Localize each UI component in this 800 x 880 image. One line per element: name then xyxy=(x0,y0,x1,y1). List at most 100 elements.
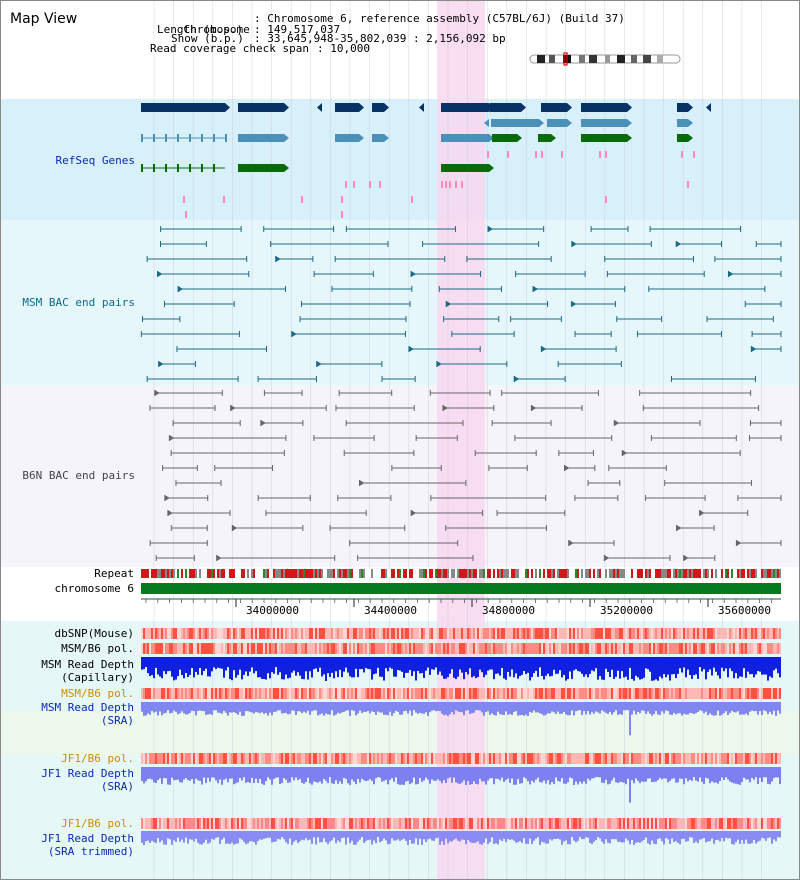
depth-bar xyxy=(633,831,635,845)
depth-bar xyxy=(597,767,599,778)
depth-bar xyxy=(249,767,251,783)
depth-bar xyxy=(631,831,633,841)
polymorphism-cell xyxy=(215,753,217,764)
depth-bar xyxy=(765,767,767,778)
depth-bar xyxy=(141,831,143,843)
polymorphism-cell xyxy=(587,753,589,764)
polymorphism-cell xyxy=(305,753,307,764)
gene-exon xyxy=(177,134,179,142)
polymorphism-cell xyxy=(715,688,717,699)
polymorphism-cell xyxy=(741,818,743,829)
repeat-block xyxy=(585,569,587,578)
depth-bar xyxy=(173,767,175,781)
polymorphism-cell xyxy=(279,688,281,699)
polymorphism-cell xyxy=(251,818,253,829)
depth-bar xyxy=(265,831,267,839)
repeat-block xyxy=(735,569,737,578)
polymorphism-cell xyxy=(295,688,297,699)
repeat-block xyxy=(671,569,673,578)
gene-exon xyxy=(153,134,155,142)
track-label-jf1-b6-pol-1[interactable]: JF1/B6 pol. xyxy=(61,752,134,765)
depth-bar xyxy=(497,657,499,674)
depth-bar xyxy=(657,767,659,780)
polymorphism-cell xyxy=(431,818,433,829)
depth-bar xyxy=(171,831,173,845)
depth-bar xyxy=(231,657,233,681)
polymorphism-cell xyxy=(609,688,611,699)
depth-bar xyxy=(735,831,737,843)
depth-bar xyxy=(353,702,355,711)
track-label-jf1-depth-sra[interactable]: JF1 Read Depth (SRA) xyxy=(41,767,134,793)
depth-bar xyxy=(701,831,703,840)
depth-bar xyxy=(619,657,621,679)
polymorphism-cell xyxy=(473,643,475,654)
depth-bar xyxy=(723,831,725,842)
repeat-block xyxy=(549,569,551,578)
polymorphism-cell xyxy=(593,818,595,829)
depth-bar xyxy=(395,767,397,778)
track-label-msm-b6-pol-1[interactable]: MSM/B6 pol. xyxy=(61,642,134,655)
depth-bar xyxy=(425,767,427,778)
depth-bar xyxy=(667,831,669,840)
polymorphism-cell xyxy=(743,753,745,764)
polymorphism-cell xyxy=(229,818,231,829)
track-label-msm-depth-sra[interactable]: MSM Read Depth (SRA) xyxy=(41,701,134,727)
depth-bar xyxy=(725,767,727,778)
polymorphism-cell xyxy=(321,753,323,764)
depth-bar xyxy=(715,702,717,716)
polymorphism-cell xyxy=(241,818,243,829)
repeat-block xyxy=(571,569,573,578)
depth-bar xyxy=(601,702,603,711)
track-label-refseq[interactable]: RefSeq Genes xyxy=(55,154,135,167)
track-label-repeat[interactable]: Repeat xyxy=(94,567,134,580)
repeat-block xyxy=(493,569,495,578)
depth-bar xyxy=(443,702,445,716)
track-label-msm-bac[interactable]: MSM BAC end pairs xyxy=(22,296,135,309)
track-label-jf1-b6-pol-2[interactable]: JF1/B6 pol. xyxy=(61,817,134,830)
repeat-block xyxy=(683,569,685,578)
polymorphism-cell xyxy=(249,688,251,699)
polymorphism-cell xyxy=(461,688,463,699)
strand-arrow xyxy=(688,134,693,142)
depth-bar xyxy=(521,767,523,784)
track-label-msm-depth-capillary[interactable]: MSM Read Depth (Capillary) xyxy=(41,658,134,684)
depth-bar xyxy=(655,831,657,845)
polymorphism-cell xyxy=(161,753,163,764)
track-label-jf1-depth-trimmed[interactable]: JF1 Read Depth (SRA trimmed) xyxy=(41,832,134,858)
polymorphism-cell xyxy=(741,643,743,654)
depth-bar xyxy=(539,657,541,668)
track-label-dbsnp[interactable]: dbSNP(Mouse) xyxy=(54,627,134,640)
polymorphism-cell xyxy=(313,643,315,654)
gene-exon-block xyxy=(372,103,384,112)
depth-bar xyxy=(273,657,275,674)
depth-bar xyxy=(753,702,755,712)
polymorphism-cell xyxy=(621,628,623,639)
depth-bar xyxy=(649,831,651,845)
repeat-block xyxy=(575,569,577,578)
chromosome-ideogram[interactable] xyxy=(527,52,687,66)
repeat-block xyxy=(423,569,425,578)
polymorphism-cell xyxy=(695,818,697,829)
track-label-msm-b6-pol-2[interactable]: MSM/B6 pol. xyxy=(61,687,134,700)
variant-tick xyxy=(681,151,683,158)
polymorphism-cell xyxy=(165,753,167,764)
polymorphism-cell xyxy=(735,818,737,829)
polymorphism-cell xyxy=(493,628,495,639)
polymorphism-cell xyxy=(685,753,687,764)
track-label-chromosome[interactable]: chromosome 6 xyxy=(54,582,134,595)
depth-bar xyxy=(399,831,401,841)
polymorphism-cell xyxy=(469,688,471,699)
polymorphism-cell xyxy=(575,628,577,639)
depth-bar xyxy=(531,767,533,781)
depth-bar xyxy=(683,767,685,785)
track-label-b6n-bac[interactable]: B6N BAC end pairs xyxy=(22,469,135,482)
depth-bar xyxy=(429,831,431,839)
polymorphism-cell xyxy=(177,818,179,829)
polymorphism-cell xyxy=(497,688,499,699)
depth-bar xyxy=(225,831,227,844)
coverage-value: : 10,000 xyxy=(317,42,370,55)
depth-bar xyxy=(451,831,453,842)
depth-bar xyxy=(583,767,585,782)
depth-bar xyxy=(557,767,559,781)
